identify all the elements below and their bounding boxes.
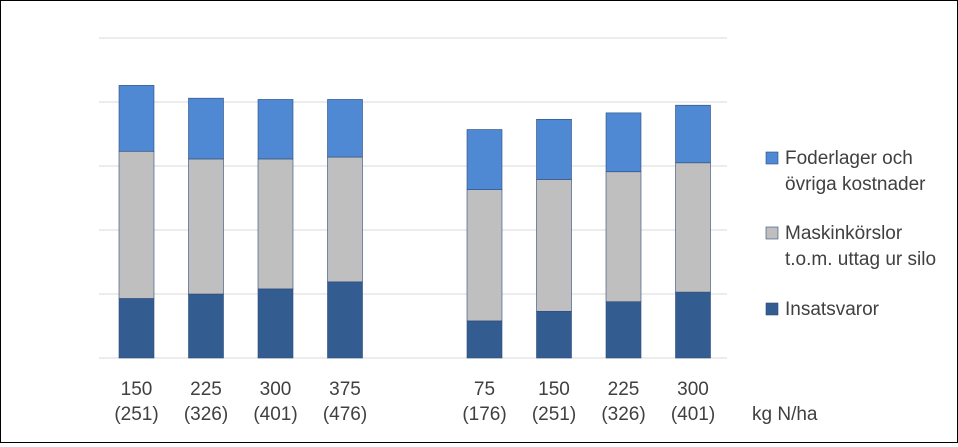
bar-segment-maskinkorslor	[327, 156, 363, 283]
bar-segment-insatsvaror	[605, 301, 642, 359]
x-tick-label: 150	[538, 379, 570, 400]
bar-segment-insatsvaror	[118, 298, 155, 359]
x-tick-label: 75	[474, 379, 495, 400]
bar-segment-insatsvaror	[327, 281, 363, 359]
x-tick-label: 150	[121, 379, 153, 400]
x-tick-label: 375	[329, 379, 361, 400]
x-tick-sublabel: (401)	[253, 404, 297, 425]
bar-segment-foderlager	[675, 104, 711, 164]
legend-swatch	[765, 226, 779, 240]
x-tick-label: 300	[260, 379, 292, 400]
legend-label: Foderlager och	[785, 148, 913, 169]
bar-segment-maskinkorslor	[257, 158, 294, 290]
bar-segment-insatsvaror	[188, 293, 224, 359]
bar-segment-foderlager	[327, 99, 363, 158]
x-tick-sublabel: (401)	[671, 404, 715, 425]
x-tick-label: 225	[608, 379, 640, 400]
bar-segment-insatsvaror	[257, 288, 294, 359]
x-tick-labels: 150 (251) 225 (326) 300 (401) 375 (476) 75 (176) 1…	[114, 379, 715, 425]
legend: Foderlager och övriga kostnader Maskinkörs…	[765, 148, 936, 320]
x-tick-sublabel: (476)	[323, 404, 367, 425]
x-tick-sublabel: (251)	[114, 404, 158, 425]
x-tick-sublabel: (176)	[462, 404, 506, 425]
bar-segment-foderlager	[605, 112, 642, 173]
bars	[118, 85, 711, 359]
legend-label: Insatsvaror	[785, 299, 880, 320]
bar-segment-insatsvaror	[675, 291, 711, 359]
bar-segment-insatsvaror	[466, 320, 503, 359]
x-tick-label: 300	[677, 379, 709, 400]
x-tick-sublabel: (251)	[532, 404, 576, 425]
bar-segment-foderlager	[536, 118, 572, 180]
x-axis-label: kg N/ha	[752, 404, 818, 425]
legend-swatch	[765, 302, 779, 316]
x-tick-sublabel: (326)	[601, 404, 645, 425]
legend-label: Maskinkörslor	[785, 223, 903, 244]
legend-swatch	[765, 151, 779, 165]
x-tick-sublabel: (326)	[184, 404, 228, 425]
legend-label: övriga kostnader	[785, 174, 926, 195]
bar-segment-foderlager	[466, 129, 503, 190]
bar-segment-foderlager	[188, 97, 224, 160]
bar-segment-foderlager	[257, 99, 294, 160]
x-tick-label: 225	[190, 379, 222, 400]
bar-segment-foderlager	[118, 85, 155, 152]
bar-segment-maskinkorslor	[675, 162, 711, 293]
bar-segment-maskinkorslor	[466, 189, 503, 322]
bar-segment-insatsvaror	[536, 310, 572, 359]
bar-segment-maskinkorslor	[536, 179, 572, 312]
bar-segment-maskinkorslor	[188, 158, 224, 295]
bar-segment-maskinkorslor	[118, 150, 155, 299]
legend-label: t.o.m. uttag ur silo	[785, 249, 936, 270]
bar-segment-maskinkorslor	[605, 171, 642, 302]
